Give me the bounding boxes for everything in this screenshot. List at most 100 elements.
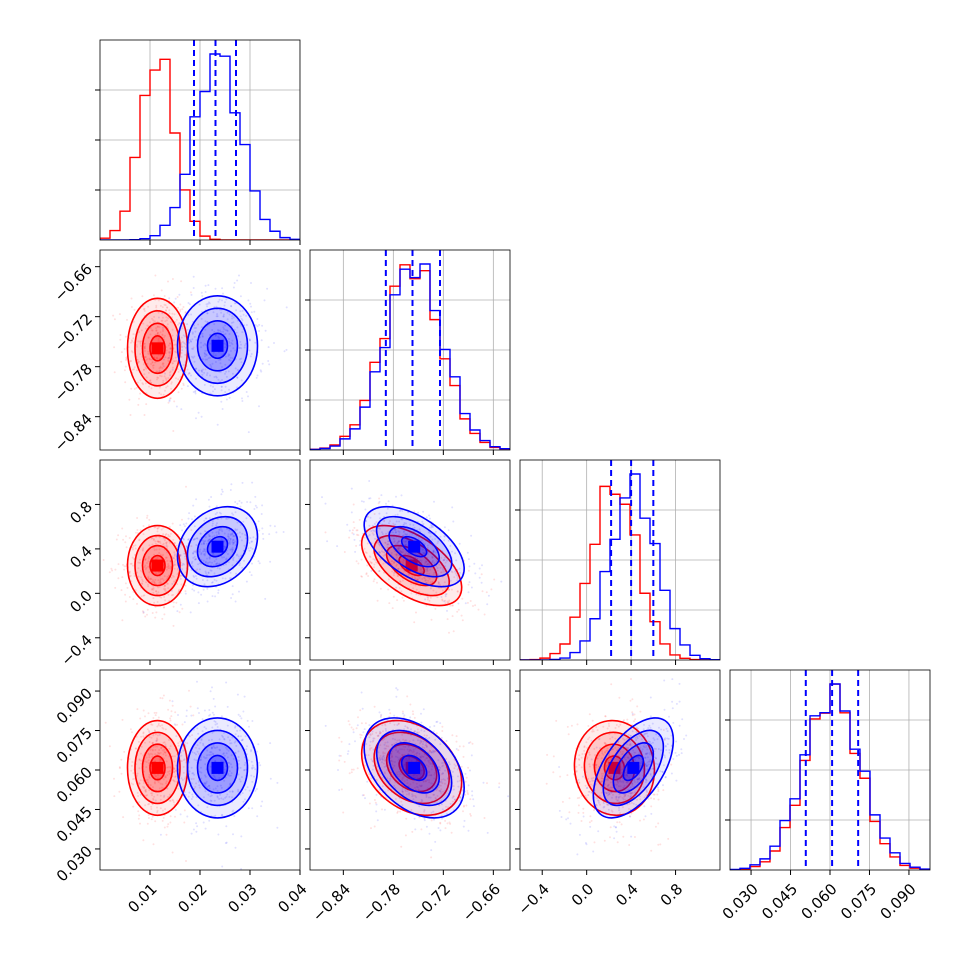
scatter-point xyxy=(462,825,465,828)
scatter-point xyxy=(164,599,167,602)
scatter-point xyxy=(441,782,444,785)
scatter-point xyxy=(638,757,641,760)
scatter-point xyxy=(357,562,360,565)
scatter-point xyxy=(465,804,468,807)
scatter-point xyxy=(452,795,455,798)
scatter-point xyxy=(159,794,162,797)
scatter-point xyxy=(664,744,667,747)
scatter-point xyxy=(378,570,381,573)
scatter-point xyxy=(244,798,246,801)
scatter-point xyxy=(164,356,167,359)
scatter-point xyxy=(231,550,234,553)
scatter-point xyxy=(447,529,450,532)
scatter-point xyxy=(403,714,406,717)
scatter-point xyxy=(211,531,214,534)
scatter-point xyxy=(167,708,170,711)
scatter-point xyxy=(197,563,200,566)
scatter-point xyxy=(678,724,681,727)
scatter-point xyxy=(172,799,175,802)
scatter-point xyxy=(346,752,349,755)
scatter-point xyxy=(455,735,458,738)
scatter-point xyxy=(177,323,180,326)
scatter-point xyxy=(190,545,193,548)
scatter-point xyxy=(586,756,589,759)
scatter-point xyxy=(195,822,198,825)
scatter-point xyxy=(428,832,431,835)
scatter-point xyxy=(647,763,650,766)
scatter-point xyxy=(194,389,197,392)
scatter-point xyxy=(604,742,606,745)
scatter-point xyxy=(180,345,183,348)
scatter-point xyxy=(181,564,184,567)
scatter-point xyxy=(168,354,171,357)
scatter-point xyxy=(214,760,216,763)
scatter-point xyxy=(597,799,599,802)
scatter-point xyxy=(425,745,428,748)
scatter-point xyxy=(148,518,151,521)
scatter-point xyxy=(433,793,436,796)
scatter-point xyxy=(203,583,206,586)
scatter-point xyxy=(415,752,418,755)
scatter-point xyxy=(623,795,626,798)
scatter-point xyxy=(373,530,376,532)
scatter-point xyxy=(169,532,172,535)
scatter-point xyxy=(146,613,148,616)
scatter-point xyxy=(469,600,472,602)
scatter-point xyxy=(646,748,649,751)
scatter-point xyxy=(190,355,193,358)
scatter-point xyxy=(640,750,643,753)
scatter-point xyxy=(430,524,433,527)
scatter-point xyxy=(408,756,411,759)
contour-line xyxy=(176,505,259,588)
scatter-point xyxy=(198,784,201,787)
scatter-point xyxy=(444,599,447,602)
scatter-point xyxy=(204,775,207,778)
scatter-point xyxy=(234,367,237,370)
scatter-point xyxy=(386,546,389,549)
scatter-point xyxy=(244,761,247,764)
scatter-point xyxy=(158,326,161,328)
scatter-point xyxy=(402,765,405,768)
scatter-point xyxy=(645,752,648,755)
scatter-point xyxy=(137,575,140,578)
scatter-point xyxy=(384,724,387,727)
scatter-point xyxy=(169,397,172,400)
scatter-point xyxy=(433,750,436,753)
scatter-point xyxy=(141,610,144,613)
scatter-point xyxy=(416,731,419,734)
scatter-point xyxy=(388,522,390,525)
scatter-point xyxy=(376,599,379,602)
scatter-point xyxy=(133,575,136,577)
scatter-point xyxy=(212,788,215,791)
scatter-point xyxy=(152,717,155,719)
scatter-point xyxy=(443,556,446,559)
scatter-point xyxy=(196,727,199,730)
scatter-point xyxy=(167,359,170,362)
scatter-point xyxy=(145,566,148,569)
scatter-point xyxy=(205,756,208,759)
scatter-point xyxy=(635,739,638,741)
scatter-point xyxy=(160,319,163,322)
scatter-point xyxy=(558,809,561,812)
scatter-point xyxy=(165,309,167,312)
scatter-point xyxy=(155,306,158,309)
scatter-point xyxy=(184,311,187,313)
scatter-point xyxy=(134,747,137,750)
scatter-point xyxy=(208,556,211,559)
scatter-point xyxy=(167,770,170,773)
scatter-point xyxy=(662,729,665,731)
scatter-point xyxy=(213,775,216,778)
scatter-point xyxy=(149,784,152,787)
scatter-point xyxy=(147,350,150,353)
scatter-point xyxy=(200,291,203,294)
scatter-point xyxy=(638,778,641,781)
scatter-point xyxy=(379,759,381,761)
scatter-point xyxy=(149,748,152,751)
scatter-point xyxy=(600,772,603,775)
scatter-point xyxy=(426,779,429,781)
scatter-point xyxy=(182,334,185,337)
scatter-point xyxy=(446,822,449,825)
scatter-point xyxy=(447,806,450,809)
scatter-point xyxy=(369,516,372,519)
scatter-point xyxy=(587,790,590,793)
